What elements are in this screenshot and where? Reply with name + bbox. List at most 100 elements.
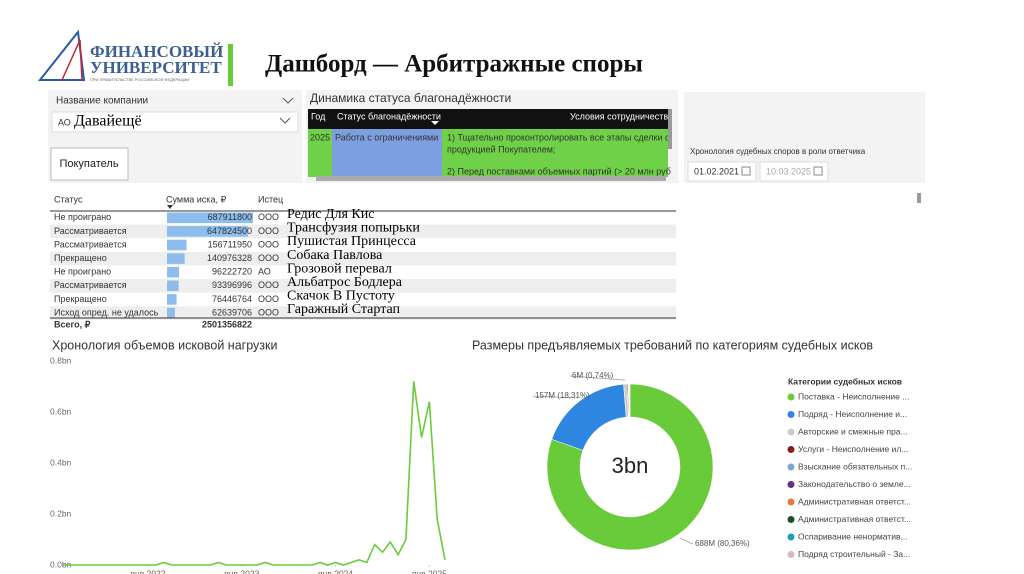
sum-bar (167, 212, 253, 224)
status-cell (332, 129, 442, 177)
scrollbar[interactable] (316, 176, 666, 181)
status-table: Год Статус благонадёжности Условия сотру… (308, 109, 673, 177)
status-cell: Не проиграно (54, 212, 111, 222)
donut-chart: 688M (80,36%) 157M (18,31%) 6M (0,74%) Пост… (532, 371, 912, 559)
leader-line (680, 537, 694, 545)
date-from: 01.02.2021 (694, 166, 739, 176)
leader-line (532, 395, 578, 399)
plaintiff-cell: Собака Павлова (287, 248, 383, 263)
sum-cell: 93396996 (212, 280, 252, 290)
x-tick-label: янв 2022 (130, 568, 165, 574)
calendar-icon (741, 166, 751, 176)
row-stripe (50, 251, 676, 266)
status-cell: Не проиграно (54, 267, 111, 277)
plaintiff-cell: Пушистая Принцесса (287, 234, 417, 249)
scrollbar[interactable] (668, 109, 672, 149)
status-cell-text: 1) Тщательно проконтролировать все этапы… (447, 132, 670, 142)
y-tick-label: 0.0bn (50, 559, 72, 569)
sort-icon (431, 121, 439, 125)
y-tick-label: 0.4bn (50, 457, 72, 467)
status-header (308, 109, 672, 129)
logo-mark (37, 29, 86, 81)
status-cell: Рассматривается (54, 280, 127, 290)
form-cell: ООО (258, 294, 279, 304)
status-cell: Исход опред. не удалось (54, 307, 159, 317)
line-series (62, 381, 446, 566)
logo-subtext: ПРИ ПРАВИТЕЛЬСТВЕ РОССИЙСКОЙ ФЕДЕРАЦИИ (90, 77, 189, 82)
chevron (282, 97, 294, 104)
role-button[interactable] (50, 147, 129, 181)
sum-cell: 156711950 (208, 239, 252, 249)
y-tick-label: 0.2bn (50, 508, 72, 518)
dropdown[interactable] (51, 111, 299, 133)
status-cell: Рассматривается (54, 226, 127, 236)
legend-swatch (787, 498, 795, 506)
data-label: 688M (80,36%) (695, 539, 750, 548)
plaintiff-cell: Альбатрос Бодлера (287, 275, 403, 290)
sum-cell: 687911800 (208, 212, 252, 222)
page-title: Дашборд — Арбитражные споры (265, 51, 643, 78)
plaintiff-cell: Редис Для Кис (287, 207, 374, 222)
legend-label: Законодательство о земле... (798, 479, 911, 489)
y-tick-label: 0.8bn (50, 355, 72, 365)
legend-label: Поставка - Неисполнение ... (798, 391, 909, 401)
y-tick-label: 0.6bn (50, 406, 72, 416)
dropdown-prefix: АО (58, 117, 71, 127)
data-label: 157M (18,31%) (535, 391, 590, 400)
sum-bar (167, 294, 177, 305)
form-cell: ООО (258, 239, 279, 249)
date-to: 10.03.2025 (766, 166, 811, 176)
plaintiff-cell: Грозовой перевал (287, 261, 392, 276)
x-tick-label: янв 2023 (224, 568, 259, 574)
sum-cell: 140976328 (207, 253, 252, 263)
status-col: Условия сотрудничестве (570, 111, 673, 121)
logo-text: ФИНАНСОВЫЙ (90, 42, 223, 61)
x-tick-label: янв 2025 (412, 568, 447, 574)
date-input[interactable] (759, 161, 829, 182)
status-cell-text: продукцией Покупателем; (447, 144, 555, 154)
total-label: Всего, ₽ (54, 319, 91, 329)
status-cell: Рассматривается (54, 239, 127, 249)
table-col: Истец (258, 194, 283, 204)
legend-label: Авторские и смежные пра... (798, 426, 908, 436)
scrollbar[interactable] (917, 193, 921, 203)
status-col: Статус благонадёжности (337, 111, 441, 121)
chart-title: Размеры предъявляемых требований по кате… (472, 338, 873, 352)
status-col: Год (311, 111, 326, 121)
date-input[interactable] (687, 161, 757, 182)
logo-mark (61, 39, 83, 81)
sum-cell: 62639706 (212, 307, 252, 317)
data-label: 6M (0,74%) (572, 371, 614, 380)
legend-swatch (787, 481, 795, 488)
row-stripe (50, 306, 676, 320)
legend-label: Подряд - Неисполнение и... (798, 409, 907, 419)
line-chart: 0.0bn 0.2bn 0.4bn 0.6bn 0.8bn янв 2022 янв 202… (50, 355, 447, 574)
plaintiff-cell: Скачок В Пустоту (287, 289, 395, 304)
status-cell-text: 2025 (310, 132, 330, 142)
table-col: Статус (54, 194, 83, 204)
status-title: Динамика статуса благонадёжности (310, 91, 511, 105)
table-col: Сумма иска, ₽ (166, 194, 226, 204)
sum-bar (167, 266, 180, 278)
sum-bar (167, 239, 187, 251)
logo: ФИНАНСОВЫЙ УНИВЕРСИТЕТ ПРИ ПРАВИТЕЛЬСТВЕ… (37, 29, 223, 82)
sum-cell: 96222720 (212, 267, 252, 277)
row-stripe (50, 279, 676, 293)
leader-line (569, 375, 626, 381)
form-cell: ООО (258, 212, 279, 222)
chevron (279, 117, 291, 124)
status-cell-text: Работа с ограничениями (335, 132, 438, 142)
role-button-label: Покупатель (59, 158, 118, 170)
sum-cell: 76446764 (212, 294, 252, 304)
chart-title: Хронология объемов исковой нагрузки (52, 338, 277, 352)
plaintiff-cell: Трансфузия попырьки (287, 221, 420, 236)
form-cell: ООО (258, 280, 279, 290)
legend-label: Подряд строительный - За... (798, 549, 910, 559)
legend-swatch (787, 463, 795, 471)
sum-bar (167, 253, 185, 264)
legend-label: Взыскание обязательных п... (798, 461, 912, 471)
accent-bar (228, 44, 233, 86)
sum-bar (167, 226, 248, 237)
